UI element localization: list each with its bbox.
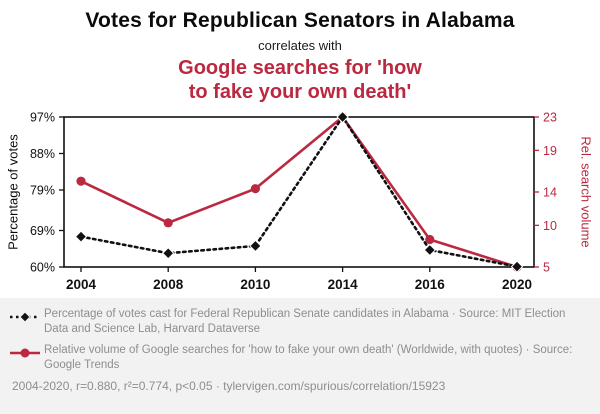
left-axis-tick-label: 88% [30,147,55,161]
legend-item-searches: Relative volume of Google searches for '… [10,343,590,374]
page-title: Votes for Republican Senators in Alabama [85,9,515,32]
votes-data-point [423,243,437,256]
legend-label-searches: Relative volume of Google searches for '… [44,343,573,371]
searches-legend-marker-icon [10,343,44,364]
searches-line [79,114,519,269]
right-axis-tick-label: 5 [543,260,550,274]
left-axis-tick-label: 79% [30,183,55,197]
left-axis-tick-label: 69% [30,224,55,238]
left-axis-tick-label: 60% [30,260,55,274]
legend-footer-panel: Percentage of votes cast for Federal Rep… [0,298,600,414]
secondary-title: Google searches for 'how to fake your ow… [178,57,422,104]
left-axis-title: Percentage of votes [5,133,21,250]
chart-canvas: 60% 69% 79% 88% 97% 5 10 14 19 23 2004 2008 2010 2014… [30,110,557,292]
right-axis-tick-label: 14 [543,185,557,199]
right-axis-tick-label: 10 [543,219,557,233]
searches-data-point [250,183,260,194]
correlates-with-subtitle: correlates with [258,38,342,53]
right-axis-tick-label: 19 [543,144,557,158]
x-axis-tick-label: 2020 [502,277,532,292]
chart: 60% 69% 79% 88% 97% 5 10 14 19 23 2004 2008 2010 2014… [0,107,600,297]
legend-item-votes: Percentage of votes cast for Federal Rep… [10,307,590,338]
right-axis-tick-label: 23 [543,110,557,124]
x-axis-tick-label: 2004 [66,277,97,292]
right-axis-title: Rel. search volume [578,136,594,248]
x-axis-tick-label: 2010 [240,277,270,292]
plot-frame [63,115,535,268]
searches-data-point [425,234,435,244]
x-axis-tick-label: 2014 [328,277,359,292]
votes-legend-marker-icon [10,307,44,328]
votes-data-point [510,260,524,273]
votes-line [79,114,519,268]
left-axis-tick-label: 97% [30,110,55,124]
stats-and-url-footer: 2004-2020, r=0.880, r²=0.774, p<0.05 · t… [12,379,446,394]
x-axis-tick-label: 2016 [415,277,446,292]
votes-data-point [74,230,88,243]
votes-data-point [336,110,349,123]
votes-data-point [249,239,262,252]
x-axis-tick-label: 2008 [153,277,184,292]
chart-header: Votes for Republican Senators in Alabama… [0,0,600,105]
searches-data-point [163,218,173,228]
legend-label-votes: Percentage of votes cast for Federal Rep… [44,308,566,336]
searches-data-point [76,176,86,186]
votes-data-point [161,246,175,260]
